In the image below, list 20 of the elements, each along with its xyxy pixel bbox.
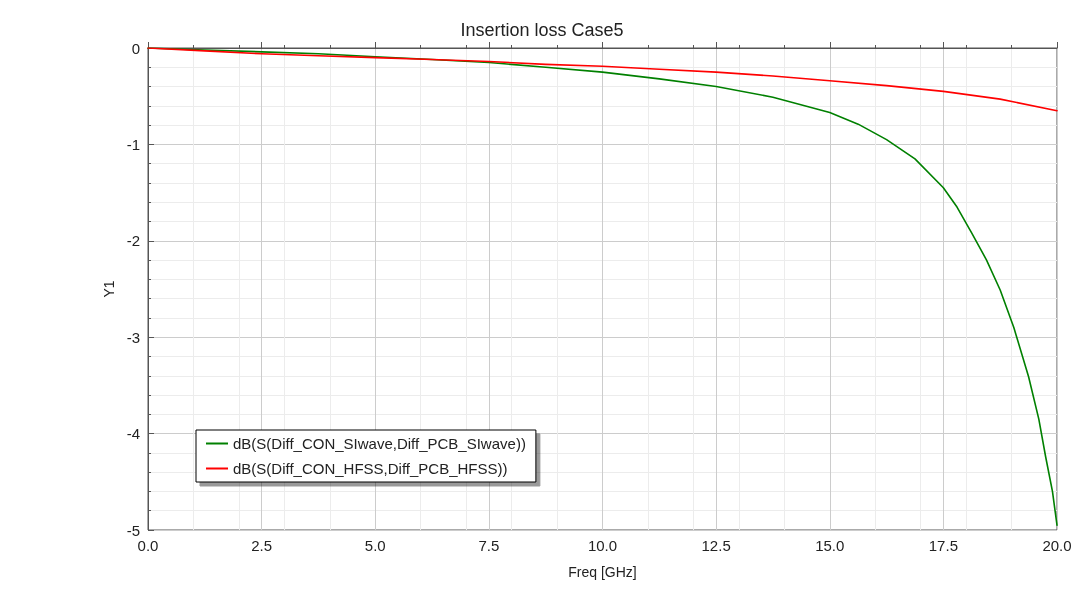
x-tick-label: 0.0 [137, 537, 159, 554]
y-tick-label: -2 [126, 232, 140, 250]
x-tick-label: 15.0 [815, 537, 845, 554]
x-tick-label: 17.5 [928, 537, 958, 554]
y-tick-label: -4 [126, 425, 140, 443]
chart-title: Insertion loss Case5 [460, 20, 624, 40]
x-tick-label: 5.0 [364, 537, 386, 554]
y-tick-label: 0 [131, 39, 140, 57]
x-tick-label: 2.5 [251, 537, 273, 554]
y-axis-title: Y1 [100, 280, 117, 298]
x-tick-label: 20.0 [1042, 537, 1072, 554]
y-tick-label: -3 [126, 328, 140, 346]
y-tick-label: -5 [126, 521, 140, 539]
x-tick-label: 7.5 [478, 537, 500, 554]
legend-label: dB(S(Diff_CON_SIwave,Diff_PCB_SIwave)) [233, 435, 526, 452]
legend-label: dB(S(Diff_CON_HFSS,Diff_PCB_HFSS)) [233, 460, 508, 477]
y-tick-label: -1 [126, 135, 140, 153]
x-tick-label: 10.0 [587, 537, 618, 554]
x-tick-label: 12.5 [701, 537, 731, 554]
x-axis-title: Freq [GHz] [568, 564, 637, 580]
